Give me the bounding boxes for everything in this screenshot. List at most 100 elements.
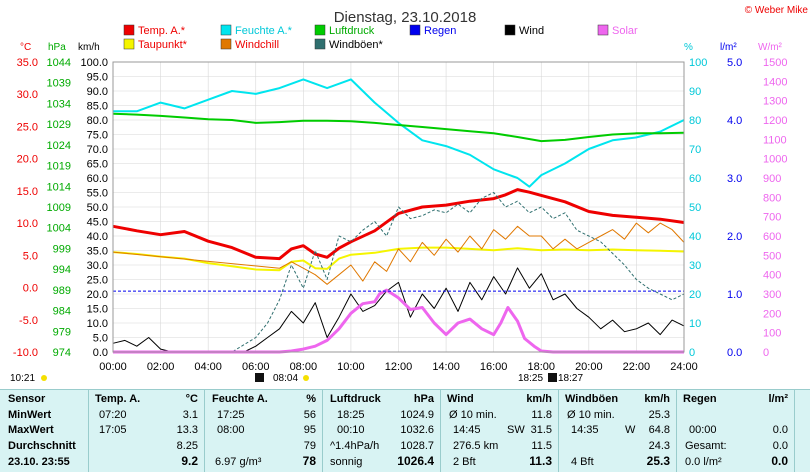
solar-tick-label: 400 <box>763 270 781 282</box>
row-avg-label: Durchschnitt <box>8 440 76 452</box>
legend-swatch <box>314 24 326 36</box>
gust-beaufort: 4 Bft <box>571 456 594 468</box>
weather-chart: Dienstag, 23.10.2018 © Weber Mike Temp. … <box>10 5 808 384</box>
rain-tick-label: 4.0 <box>727 115 742 127</box>
wind-tick-label: 65.0 <box>87 159 108 171</box>
forecast-text: sonnig <box>330 456 363 468</box>
sun-icon <box>303 375 309 381</box>
pressure-column: Luftdruck hPa 18:25 1024.9 00:10 1032.6 … <box>323 390 441 472</box>
temp-unit: °C <box>185 393 198 405</box>
solar-tick-label: 1500 <box>763 57 787 69</box>
pressure-trend: ^1.4hPa/h <box>330 440 380 452</box>
solar-tick-label: 1000 <box>763 154 787 166</box>
wind-max-direction: SW <box>507 424 525 436</box>
series-line-feuchte-a <box>113 78 685 188</box>
wind-tick-label: 25.0 <box>87 275 108 287</box>
humidity-min-time: 17:25 <box>217 409 245 421</box>
statistics-table: Sensor MinWert MaxWert Durchschnitt 23.1… <box>0 389 810 472</box>
series-line-luftdruck <box>112 112 685 143</box>
humidity-unit-label: % <box>684 42 693 53</box>
legend-swatch <box>220 24 232 36</box>
pressure-max: 1032.6 <box>400 424 434 436</box>
wind-max-value: 31.5 <box>530 424 552 436</box>
pressure-tick-label: 1044 <box>47 57 71 69</box>
wind-tick-label: 85.0 <box>87 101 108 113</box>
solar-tick-label: 200 <box>763 308 781 320</box>
temp-now: 9.2 <box>181 454 198 468</box>
temp-tick-label: 10.0 <box>17 218 38 230</box>
humidity-tick-label: 0 <box>689 347 695 359</box>
solar-tick-label: 600 <box>763 231 781 243</box>
x-tick-label: 00:00 <box>99 361 127 373</box>
temp-column: Temp. A. °C 07:20 3.1 17:05 13.3 8.25 9.… <box>89 390 205 472</box>
humidity-min: 56 <box>303 409 316 421</box>
wind-tick-label: 55.0 <box>87 188 108 200</box>
temp-avg: 8.25 <box>176 440 198 452</box>
temp-max-time: 17:05 <box>99 424 127 436</box>
rain-max-value: 0.0 <box>772 424 788 436</box>
sensor-header: Sensor <box>8 393 46 405</box>
rain-header: Regen <box>683 393 717 405</box>
legend-swatch <box>220 38 232 50</box>
chart-title: Dienstag, 23.10.2018 <box>334 9 477 26</box>
humidity-header: Feuchte A. <box>212 393 268 405</box>
legend-swatch <box>504 24 516 36</box>
pressure-tick-label: 1024 <box>47 140 71 152</box>
pressure-min-time: 18:25 <box>337 409 365 421</box>
wind-run: 276.5 km <box>453 440 499 452</box>
pressure-tick-label: 1014 <box>47 181 71 193</box>
series-line-temp-a <box>112 188 685 261</box>
wind-tick-label: 5.0 <box>93 333 108 345</box>
plot-series <box>112 78 685 354</box>
row-now-label: 23.10. 23:55 <box>8 456 70 468</box>
gust-mean: 24.3 <box>648 440 670 452</box>
humidity-now: 78 <box>302 454 316 468</box>
humidity-absolute: 6.97 g/m³ <box>215 456 262 468</box>
temp-min: 3.1 <box>182 409 198 421</box>
wind-max-time: 14:45 <box>453 424 481 436</box>
rain-tick-label: 0.0 <box>727 347 742 359</box>
temp-tick-label: 30.0 <box>17 89 38 101</box>
temp-header: Temp. A. <box>95 393 141 405</box>
solar-tick-label: 0 <box>763 347 769 359</box>
wind-mean: 11.5 <box>531 440 552 452</box>
gust-header: Windböen <box>565 393 619 405</box>
rain-unit-label: l/m² <box>720 42 737 53</box>
wind-beaufort: 2 Bft <box>453 456 476 468</box>
series-line-solar <box>113 288 684 354</box>
pressure-tick-label: 999 <box>53 243 71 255</box>
humidity-max: 95 <box>303 424 316 436</box>
humidity-tick-label: 100 <box>689 57 707 69</box>
gust-max-value: 64.8 <box>648 424 670 436</box>
humidity-tick-label: 70 <box>689 144 701 156</box>
pressure-min: 1024.9 <box>400 409 434 421</box>
humidity-tick-label: 10 <box>689 318 701 330</box>
temp-unit-label: °C <box>20 42 31 53</box>
row-max-label: MaxWert <box>8 424 54 436</box>
wind-column: Wind km/h Ø 10 min. 11.8 14:45 SW 31.5 2… <box>441 390 559 472</box>
humidity-tick-label: 60 <box>689 173 701 185</box>
x-tick-label: 04:00 <box>194 361 222 373</box>
x-tick-label: 10:00 <box>337 361 365 373</box>
gust-column: Windböen km/h Ø 10 min. 25.3 14:35 W 64.… <box>559 390 677 472</box>
wind-tick-label: 50.0 <box>87 202 108 214</box>
x-tick-label: 24:00 <box>670 361 698 373</box>
wind-avg-label: Ø 10 min. <box>449 409 497 421</box>
wind-tick-label: 35.0 <box>87 246 108 258</box>
wind-unit-label: km/h <box>78 42 100 53</box>
sensor-column: Sensor MinWert MaxWert Durchschnitt 23.1… <box>0 390 89 472</box>
x-tick-label: 12:00 <box>385 361 413 373</box>
temp-tick-label: 15.0 <box>17 186 38 198</box>
wind-tick-label: 60.0 <box>87 173 108 185</box>
humidity-column: Feuchte A. % 17:25 56 08:00 95 79 6.97 g… <box>205 390 323 472</box>
solar-tick-label: 1100 <box>763 134 787 146</box>
x-tick-label: 08:00 <box>290 361 318 373</box>
humidity-tick-label: 80 <box>689 115 701 127</box>
wind-tick-label: 90.0 <box>87 86 108 98</box>
rain-now: 0.0 <box>771 454 788 468</box>
wind-tick-label: 100.0 <box>80 57 108 69</box>
solar-tick-label: 700 <box>763 212 781 224</box>
gust-avg-value: 25.3 <box>648 409 670 421</box>
temp-tick-label: 0.0 <box>23 283 38 295</box>
gust-now: 25.3 <box>646 454 670 468</box>
